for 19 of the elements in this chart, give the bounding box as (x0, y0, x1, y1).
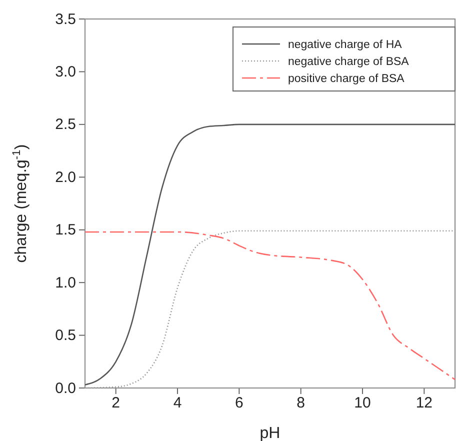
x-tick-label: 4 (173, 394, 182, 412)
y-tick-label: 0.0 (55, 380, 76, 397)
x-tick-label: 2 (112, 394, 120, 412)
line-series (84, 124, 456, 386)
y-tick-label: 1.5 (55, 222, 76, 239)
x-axis-title: pH (260, 425, 280, 441)
x-tick-label: 8 (296, 394, 306, 412)
y-tick-label: 1.0 (55, 274, 76, 292)
legend-label: negative charge of HA (288, 39, 402, 51)
x-tick-label: 10 (354, 394, 371, 412)
legend-label: positive charge of BSA (288, 73, 405, 85)
y-tick-label: 2.0 (55, 168, 76, 186)
y-tick-label: 0.5 (55, 327, 76, 344)
x-tick-label: 6 (234, 394, 244, 412)
x-tick-label: 12 (416, 394, 433, 412)
y-tick-label: 3.5 (55, 10, 76, 28)
y-tick-label: 3.0 (55, 64, 76, 81)
y-tick-label: 2.5 (55, 116, 76, 134)
legend-label: negative charge of BSA (288, 56, 410, 68)
